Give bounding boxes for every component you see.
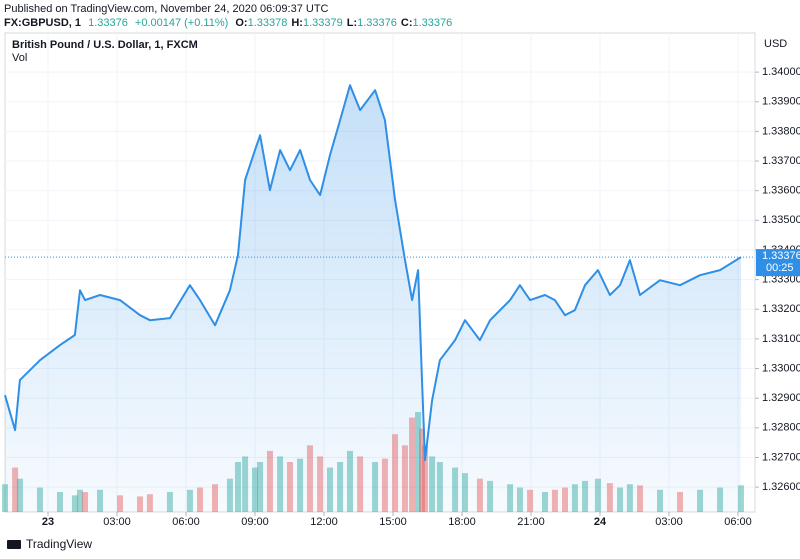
price-line <box>4 84 742 462</box>
y-tick-label: 1.32600 <box>762 481 800 493</box>
footer-logo: TradingView <box>7 537 92 551</box>
x-tick-label: 18:00 <box>448 516 476 528</box>
y-tick-label: 1.32900 <box>762 392 800 404</box>
change: +0.00147 (+0.11%) <box>135 17 228 29</box>
y-tick-label: 1.33600 <box>762 185 800 197</box>
ohlc-label: O: <box>235 17 247 29</box>
x-tick-label: 23 <box>42 516 54 528</box>
x-tick-label: 03:00 <box>103 516 131 528</box>
symbol: FX:GBPUSD, 1 <box>4 17 81 29</box>
y-tick-label: 1.33900 <box>762 96 800 108</box>
x-tick-label: 06:00 <box>172 516 200 528</box>
last-price: 1.33376 <box>88 17 128 29</box>
y-tick-label: 1.33000 <box>762 362 800 374</box>
countdown: 00:25 <box>766 262 794 274</box>
currency: USD <box>764 38 787 50</box>
last-price-box <box>756 249 800 277</box>
footer: TradingView <box>26 537 92 551</box>
y-tick-label: 1.33300 <box>762 274 800 286</box>
published: Published on TradingView.com, November 2… <box>4 3 329 15</box>
y-tick-label: 1.33700 <box>762 155 800 167</box>
chart-title: British Pound / U.S. Dollar, 1, FXCM <box>12 39 198 51</box>
ohlc-label: L: <box>347 17 357 29</box>
x-tick-label: 06:00 <box>724 516 752 528</box>
y-tick-label: 1.33200 <box>762 303 800 315</box>
x-tick-label: 15:00 <box>379 516 407 528</box>
x-tick-label: 24 <box>594 516 607 528</box>
x-tick-label: 03:00 <box>655 516 683 528</box>
x-tick-label: 09:00 <box>241 516 269 528</box>
y-tick-label: 1.33100 <box>762 333 800 345</box>
ohlc-label: C: <box>401 17 413 29</box>
y-tick-label: 1.32800 <box>762 422 800 434</box>
area-fill <box>5 85 741 512</box>
ohlc-value: 1.33379 <box>303 17 343 29</box>
ohlc-label: H: <box>291 17 303 29</box>
ohlc-value: 1.33376 <box>412 17 452 29</box>
x-tick-label: 21:00 <box>517 516 545 528</box>
ohlc-value: 1.33376 <box>357 17 397 29</box>
y-tick-label: 1.33500 <box>762 214 800 226</box>
x-tick-label: 12:00 <box>310 516 338 528</box>
y-tick-label: 1.34000 <box>762 66 800 78</box>
ohlc-value: 1.33378 <box>248 17 288 29</box>
last-price-label: 1.33376 <box>762 250 800 262</box>
volume-label: Vol <box>12 52 27 64</box>
symbol-header: FX:GBPUSD, 1 1.33376 +0.00147 (+0.11%) O… <box>4 17 452 29</box>
y-tick-label: 1.33800 <box>762 125 800 137</box>
y-tick-label: 1.32700 <box>762 451 800 463</box>
